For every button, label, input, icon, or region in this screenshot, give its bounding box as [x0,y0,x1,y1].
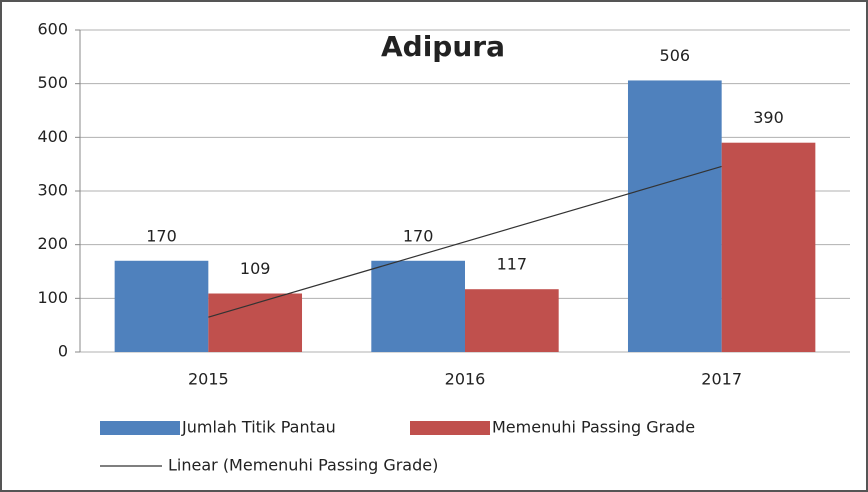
legend-swatch [410,421,490,435]
bar [465,289,559,352]
data-label: 390 [753,108,784,127]
data-label: 506 [660,46,691,65]
bar [114,260,209,352]
data-label: 170 [146,226,177,245]
y-tick-label: 300 [37,181,68,200]
y-tick-label: 600 [37,20,68,39]
legend-label: Memenuhi Passing Grade [492,418,695,437]
data-label: 117 [497,255,528,274]
x-tick-label: 2015 [188,370,229,389]
x-tick-label: 2016 [445,370,486,389]
legend-label: Linear (Memenuhi Passing Grade) [168,456,438,475]
data-label: 109 [240,259,271,278]
y-tick-label: 400 [37,127,68,146]
y-tick-label: 100 [37,288,68,307]
legend-label: Jumlah Titik Pantau [181,418,336,437]
bar [627,80,722,353]
y-tick-label: 0 [58,342,68,361]
legend-swatch [100,421,180,435]
y-tick-label: 200 [37,234,68,253]
x-tick-label: 2017 [701,370,742,389]
y-tick-label: 500 [37,73,68,92]
bar [208,293,303,352]
data-label: 170 [403,226,434,245]
chart-title: Adipura [381,30,505,63]
bar [371,260,465,352]
trendline [208,165,722,318]
bar [721,142,816,352]
